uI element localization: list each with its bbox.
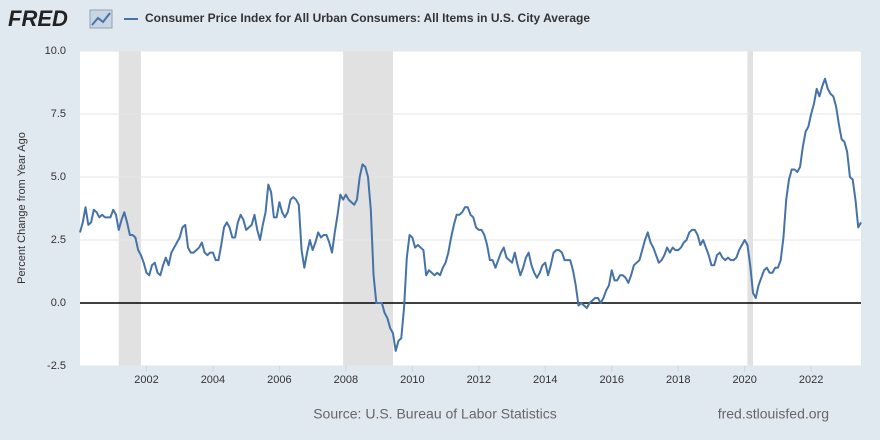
plot-area <box>80 51 861 366</box>
y-tick-label: 10.0 <box>45 45 66 57</box>
legend-label: Consumer Price Index for All Urban Consu… <box>145 11 590 25</box>
y-tick-label: -2.5 <box>47 360 66 372</box>
y-tick-label: 5.0 <box>51 171 66 183</box>
y-tick-label: 0.0 <box>51 297 66 309</box>
x-tick-label: 2016 <box>600 374 624 386</box>
source: Source: U.S. Bureau of Labor Statistics <box>313 406 557 422</box>
recession-band <box>118 51 141 366</box>
series-line <box>79 77 862 352</box>
x-tick-label: 2002 <box>134 374 158 386</box>
logo: FRED <box>8 6 68 31</box>
logo-icon <box>89 9 113 29</box>
y-axis-label: Percent Change from Year Ago <box>16 132 28 284</box>
recession-band <box>343 51 393 366</box>
x-tick-label: 2010 <box>400 374 424 386</box>
x-tick-label: 2012 <box>467 374 491 386</box>
x-tick-label: 2020 <box>732 374 756 386</box>
x-tick-label: 2006 <box>267 374 291 386</box>
x-tick-label: 2014 <box>533 374 557 386</box>
x-tick-label: 2004 <box>201 374 225 386</box>
x-tick-label: 2008 <box>334 374 358 386</box>
y-tick-label: 2.5 <box>51 234 66 246</box>
x-tick-label: 2018 <box>666 374 690 386</box>
x-tick-label: 2022 <box>799 374 823 386</box>
site: fred.stlouisfed.org <box>718 406 829 422</box>
recession-band <box>747 51 753 366</box>
y-tick-label: 7.5 <box>51 108 66 120</box>
